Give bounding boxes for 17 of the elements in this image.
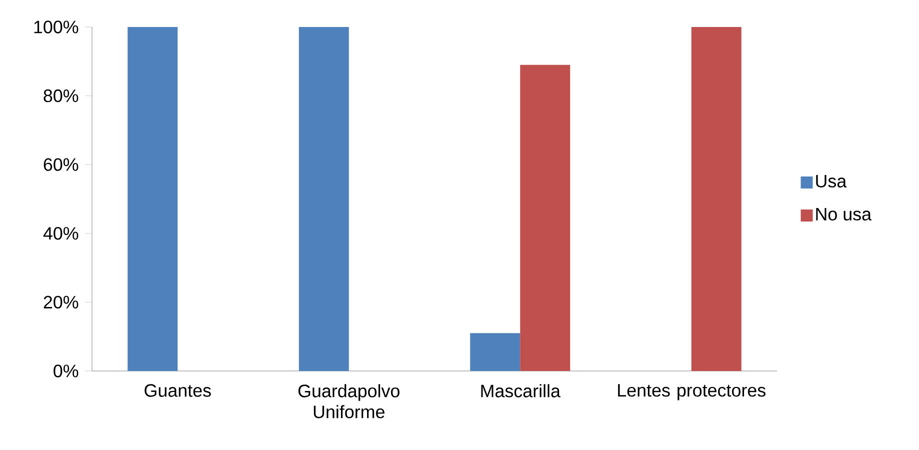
bar	[470, 333, 520, 371]
x-tick-label: Lentes protectores	[618, 384, 766, 400]
bar	[520, 64, 570, 371]
x-tick-label: Guantes	[144, 384, 211, 397]
bar	[298, 26, 349, 371]
x-tick-label: Mascarilla	[481, 384, 560, 398]
y-tick-label: 80%	[44, 89, 78, 102]
legend-label: Usa	[816, 174, 847, 188]
y-tick-label: 40%	[43, 227, 78, 240]
y-tick-label: 0%	[54, 364, 78, 378]
y-tick-label: 60%	[44, 158, 78, 171]
legend-label: No usa	[816, 208, 872, 220]
y-tick-label: 100%	[34, 20, 78, 34]
bar	[128, 26, 178, 371]
y-tick-label: 20%	[44, 296, 78, 309]
x-tick-label: Guardapolvo Uniforme	[298, 384, 400, 418]
bar	[691, 26, 742, 371]
